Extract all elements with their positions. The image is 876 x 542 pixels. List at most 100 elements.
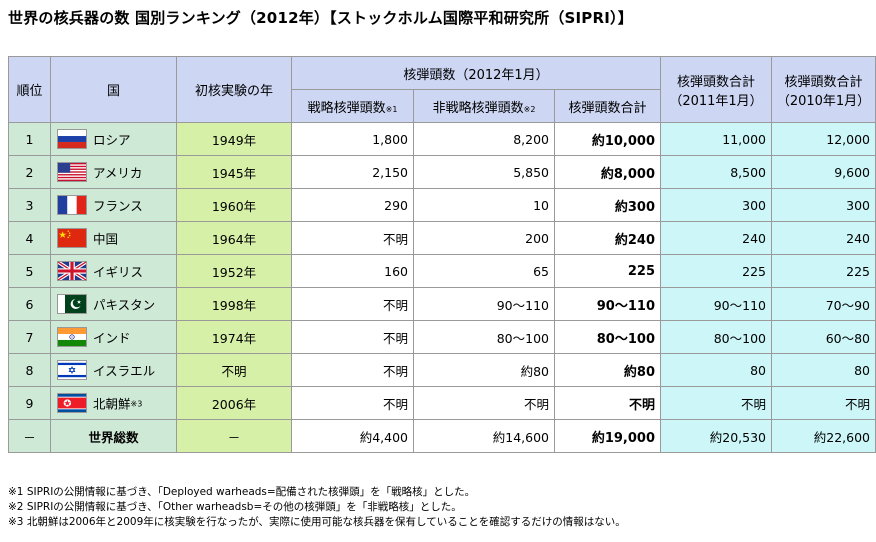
cell-first-test: 2006年 (176, 386, 292, 420)
cell-rank: － (8, 419, 51, 453)
table-row: 5 イギリス 1952年 160 65 225 225 225 (8, 254, 876, 288)
north-korea-flag-icon (57, 393, 87, 413)
header-rank: 順位 (8, 56, 51, 123)
cell-total-2011: 8,500 (660, 155, 772, 189)
cell-rank: 6 (8, 287, 51, 321)
country-name: 北朝鮮 (93, 396, 131, 412)
cell-country: 中国 (50, 221, 177, 255)
cell-strategic: 不明 (291, 386, 414, 420)
israel-flag-icon (57, 360, 87, 380)
cell-rank: 8 (8, 353, 51, 387)
cell-total-2011: 240 (660, 221, 772, 255)
page-title: 世界の核兵器の数 国別ランキング（2012年）【ストックホルム国際平和研究所（S… (8, 9, 633, 27)
cell-nonstrategic: 65 (413, 254, 555, 288)
uk-flag-icon (57, 261, 87, 281)
header-total-2010-line2: （2010年1月） (776, 93, 871, 109)
cell-total-2010: 80 (771, 353, 876, 387)
country-name: 中国 (93, 231, 119, 247)
cell-country: インド (50, 320, 177, 354)
cell-total-2012: 不明 (554, 386, 661, 420)
cell-total-2010: 300 (771, 188, 876, 222)
cell-strategic: 1,800 (291, 122, 414, 156)
table-row: 2 アメリカ 1945年 2,150 5,850 約8,000 8,500 9,… (8, 155, 876, 189)
table-row: 7 インド 1974年 不明 80～100 80～100 80～100 60～8… (8, 320, 876, 354)
header-2012-group: 核弾頭数（2012年1月） (291, 56, 661, 90)
header-total-2011-line2: （2011年1月） (669, 93, 763, 109)
table-subheader-row: 戦略核弾頭数※1 非戦略核弾頭数※2 核弾頭数合計 (9, 89, 876, 123)
header-nonstrategic-label: 非戦略核弾頭数 (432, 100, 524, 116)
cell-total-2010: 12,000 (771, 122, 876, 156)
footnote-2: ※2 SIPRIの公開情報に基づき、「Other warheadsb=その他の核… (8, 501, 462, 513)
header-strategic: 戦略核弾頭数※1 (291, 89, 414, 123)
cell-nonstrategic: 約80 (413, 353, 555, 387)
table-row: 3 フランス 1960年 290 10 約300 300 300 (8, 188, 876, 222)
table-row: 9 北朝鮮※3 2006年 不明 不明 不明 不明 不明 (8, 386, 876, 420)
usa-flag-icon (57, 162, 87, 182)
cell-total-2012: 約300 (554, 188, 661, 222)
header-strategic-label: 戦略核弾頭数 (307, 100, 386, 116)
cell-rank: 3 (8, 188, 51, 222)
cell-country: フランス (50, 188, 177, 222)
cell-rank: 2 (8, 155, 51, 189)
cell-nonstrategic: 80～100 (413, 320, 555, 354)
cell-total-2012: 約240 (554, 221, 661, 255)
cell-country: イスラエル (50, 353, 177, 387)
cell-nonstrategic: 5,850 (413, 155, 555, 189)
table-row: 8 イスラエル 不明 不明 約80 約80 80 80 (8, 353, 876, 387)
cell-first-test: 1952年 (176, 254, 292, 288)
cell-rank: 9 (8, 386, 51, 420)
cell-total-2011: 90～110 (660, 287, 772, 321)
france-flag-icon (57, 195, 87, 215)
table-row: 6 パキスタン 1998年 不明 90～110 90～110 90～110 70… (8, 287, 876, 321)
cell-first-test: － (176, 419, 292, 453)
table-row: 1 ロシア 1949年 1,800 8,200 約10,000 11,000 1… (8, 122, 876, 156)
cell-total-2010: 9,600 (771, 155, 876, 189)
cell-total-2011: 約20,530 (660, 419, 772, 453)
china-flag-icon (57, 228, 87, 248)
cell-total-2012: 約10,000 (554, 122, 661, 156)
cell-country: アメリカ (50, 155, 177, 189)
cell-total-2011: 300 (660, 188, 772, 222)
header-total-2012: 核弾頭数合計 (554, 89, 661, 123)
cell-strategic: 290 (291, 188, 414, 222)
cell-strategic: 2,150 (291, 155, 414, 189)
cell-first-test: 1960年 (176, 188, 292, 222)
table-row: 4 中国 1964年 不明 200 約240 240 240 (8, 221, 876, 255)
country-name: パキスタン (93, 297, 156, 313)
cell-total-2012: 225 (554, 254, 661, 288)
cell-total-2011: 不明 (660, 386, 772, 420)
cell-first-test: 1964年 (176, 221, 292, 255)
cell-total-2011: 80 (660, 353, 772, 387)
cell-country: ロシア (50, 122, 177, 156)
cell-total-2010: 60～80 (771, 320, 876, 354)
cell-nonstrategic: 約14,600 (413, 419, 555, 453)
header-country: 国 (50, 56, 177, 123)
cell-rank: 1 (8, 122, 51, 156)
cell-first-test: 1945年 (176, 155, 292, 189)
cell-strategic: 約4,400 (291, 419, 414, 453)
cell-rank: 7 (8, 320, 51, 354)
cell-strategic: 160 (291, 254, 414, 288)
header-strategic-note: ※1 (385, 104, 398, 114)
cell-country: 北朝鮮※3 (50, 386, 177, 420)
cell-rank: 5 (8, 254, 51, 288)
cell-total-2011: 80～100 (660, 320, 772, 354)
cell-nonstrategic: 10 (413, 188, 555, 222)
cell-total-2012: 約19,000 (554, 419, 661, 453)
india-flag-icon (57, 327, 87, 347)
cell-total-2010: 不明 (771, 386, 876, 420)
header-total-2010: 核弾頭数合計 （2010年1月） (771, 56, 876, 123)
country-name: イギリス (93, 264, 144, 280)
cell-strategic: 不明 (291, 320, 414, 354)
russia-flag-icon (57, 129, 87, 149)
cell-nonstrategic: 200 (413, 221, 555, 255)
world-total-row: － 世界総数 － 約4,400 約14,600 約19,000 約20,530 … (8, 419, 876, 453)
world-total-label: 世界総数 (50, 419, 177, 453)
cell-total-2012: 約80 (554, 353, 661, 387)
country-note: ※3 (130, 399, 143, 409)
cell-first-test: 1949年 (176, 122, 292, 156)
cell-total-2011: 225 (660, 254, 772, 288)
cell-country: イギリス (50, 254, 177, 288)
cell-total-2010: 70～90 (771, 287, 876, 321)
header-nonstrategic: 非戦略核弾頭数※2 (413, 89, 555, 123)
